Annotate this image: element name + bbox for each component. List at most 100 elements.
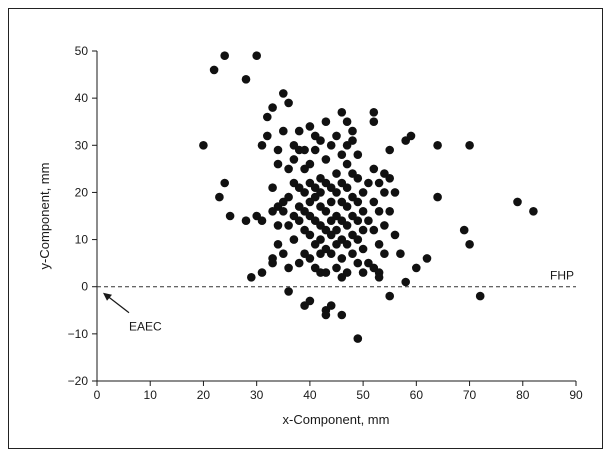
x-tick-label: 20 (197, 388, 211, 402)
data-point (369, 117, 379, 126)
x-tick-label: 70 (463, 388, 477, 402)
data-point (305, 296, 315, 306)
data-point (433, 141, 442, 150)
data-point (337, 108, 347, 117)
data-point (353, 258, 363, 268)
y-tick-label: 30 (75, 138, 89, 152)
data-point (353, 174, 363, 183)
data-point (369, 108, 379, 117)
data-point (348, 126, 357, 136)
data-point (529, 207, 538, 216)
data-point (300, 145, 309, 155)
data-point (279, 126, 288, 136)
data-point (284, 192, 293, 202)
data-point (263, 112, 272, 122)
data-point (342, 240, 352, 249)
data-point (273, 145, 283, 155)
data-point (252, 51, 261, 60)
data-point (374, 207, 384, 216)
data-point (300, 188, 309, 197)
y-tick-label: 40 (75, 91, 89, 105)
data-point (294, 258, 304, 268)
data-point (348, 249, 357, 258)
y-tick-label: 10 (75, 233, 89, 247)
data-point (273, 240, 283, 249)
data-point (353, 150, 363, 159)
data-point (385, 174, 395, 183)
data-point (215, 192, 224, 202)
axis-ticks: 0 10 20 30 40 50 60 70 80 90 −20 −10 0 10 20 30 40 50 (68, 44, 583, 402)
fhp-label: FHP (550, 269, 574, 283)
data-point (294, 216, 304, 225)
data-point (342, 117, 352, 126)
y-tick-label: 0 (81, 280, 88, 294)
x-tick-label: 60 (410, 388, 424, 402)
data-point (305, 159, 315, 169)
data-point (284, 98, 293, 108)
y-tick-label: 50 (75, 44, 89, 58)
data-point (412, 263, 421, 273)
data-point (396, 249, 405, 258)
data-point (374, 178, 384, 188)
data-point (358, 268, 368, 277)
data-point (342, 159, 352, 169)
y-tick-label: −10 (68, 327, 89, 341)
data-point (332, 263, 341, 273)
data-point (353, 334, 363, 343)
data-point (220, 51, 229, 60)
data-point (459, 225, 469, 235)
data-point (326, 141, 336, 150)
y-tick-label: −20 (68, 374, 89, 388)
data-point (369, 197, 379, 207)
data-point (321, 155, 331, 164)
data-point (353, 235, 363, 244)
data-point (380, 249, 389, 258)
data-point (369, 225, 379, 235)
data-point (268, 258, 277, 268)
x-tick-label: 10 (144, 388, 158, 402)
arrow-shaft (106, 295, 130, 314)
data-point (353, 197, 363, 207)
data-point (385, 145, 395, 155)
data-point (332, 225, 341, 235)
data-point (268, 103, 277, 112)
data-point (321, 207, 331, 216)
data-point (337, 254, 347, 263)
data-point (465, 141, 474, 150)
y-tick-label: 20 (75, 185, 89, 199)
chart-frame (8, 8, 603, 449)
data-point (257, 141, 267, 150)
data-point (284, 287, 293, 296)
data-point (358, 225, 368, 235)
data-point (390, 230, 400, 240)
data-point (305, 122, 315, 131)
data-point (406, 131, 416, 141)
data-point (385, 291, 395, 301)
data-point (337, 150, 347, 159)
data-point (279, 89, 288, 98)
data-point (385, 207, 395, 216)
data-point (268, 183, 277, 192)
data-point (374, 273, 384, 282)
data-point (199, 141, 208, 150)
x-tick-label: 80 (516, 388, 530, 402)
data-point (326, 249, 336, 258)
data-point (316, 235, 325, 244)
data-point (332, 188, 341, 197)
data-point (353, 216, 363, 225)
x-tick-label: 40 (303, 388, 317, 402)
data-point (273, 221, 283, 230)
data-point (358, 207, 368, 216)
data-point (342, 268, 352, 277)
data-point (332, 131, 341, 141)
x-tick-label: 0 (94, 388, 101, 402)
data-point (321, 268, 331, 277)
eaec-arrow (103, 292, 130, 314)
data-point (332, 169, 341, 178)
data-point (337, 310, 347, 320)
data-point (316, 136, 325, 145)
data-point (513, 197, 522, 207)
data-point (279, 207, 288, 216)
data-points (199, 51, 538, 343)
data-point (294, 126, 304, 136)
